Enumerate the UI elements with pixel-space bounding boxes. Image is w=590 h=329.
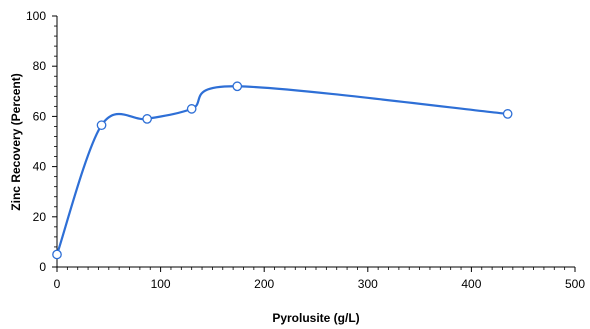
x-tick-label: 500 [565, 277, 585, 291]
y-axis-title: Zinc Recovery (Percent) [9, 73, 23, 210]
data-point [186, 104, 197, 114]
x-tick-label: 0 [54, 277, 61, 291]
x-axis-title: Pyrolusite (g/L) [272, 311, 359, 325]
y-tick-label: 20 [33, 210, 47, 224]
data-point [52, 249, 62, 260]
x-axis-ticks: 0 100 200 300 400 500 [54, 267, 585, 291]
y-axis-ticks: 0 20 40 60 80 100 [26, 9, 57, 274]
y-tick-label: 80 [33, 59, 47, 73]
series-line [55, 85, 508, 255]
y-tick-label: 60 [33, 109, 47, 123]
y-tick-label: 100 [26, 9, 46, 23]
y-tick-label: 0 [39, 260, 46, 274]
data-point [96, 120, 107, 131]
x-tick-label: 300 [358, 277, 378, 291]
x-tick-label: 400 [461, 277, 481, 291]
data-point [142, 114, 152, 124]
data-point [232, 81, 243, 92]
axes [56, 16, 575, 268]
data-point [502, 109, 513, 119]
x-tick-label: 100 [151, 277, 171, 291]
y-tick-label: 40 [33, 160, 47, 174]
series-layer [52, 81, 513, 260]
x-tick-label: 200 [254, 277, 274, 291]
